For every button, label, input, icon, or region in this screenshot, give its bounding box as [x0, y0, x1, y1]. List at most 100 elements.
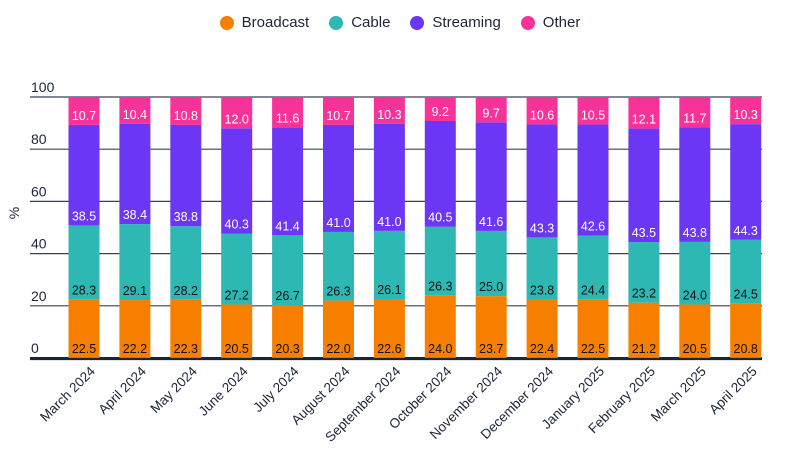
- bar-segment-cable: [323, 231, 354, 301]
- bar-stack: 21.2 23.2 43.5 12.1: [628, 97, 660, 358]
- data-label: 40.3: [225, 218, 249, 232]
- bar-segment-other: [323, 97, 354, 125]
- bar-segment-streaming: [730, 124, 762, 240]
- bar-segment-other: [373, 97, 405, 124]
- data-label: 9.7: [483, 106, 500, 120]
- data-label: 12.0: [225, 112, 249, 126]
- data-label: 24.4: [581, 283, 605, 297]
- data-label: 24.0: [683, 288, 707, 302]
- bar-segment-streaming: [475, 122, 507, 231]
- bar-segment-broadcast: [526, 299, 558, 358]
- bar-stack: 20.5 24.0 43.8 11.7: [679, 97, 711, 358]
- legend-swatch: [520, 15, 535, 30]
- bar-segment-cable: [272, 235, 304, 306]
- legend-item-broadcast: Broadcast: [219, 14, 310, 31]
- x-tick-label: June 2024: [196, 363, 252, 419]
- x-tick-label: May 2024: [147, 363, 200, 416]
- bar-segment-broadcast: [424, 295, 456, 358]
- data-label: 10.8: [174, 109, 198, 123]
- data-label: 41.0: [326, 216, 350, 230]
- data-label: 12.1: [632, 113, 656, 127]
- legend-item-other: Other: [520, 14, 581, 31]
- bar-stack: 22.3 28.2 38.8 10.8: [170, 97, 202, 358]
- bar-segment-other: [679, 97, 711, 128]
- data-label: 43.8: [683, 226, 707, 240]
- legend-swatch: [329, 15, 344, 30]
- data-label: 22.2: [123, 342, 147, 356]
- bar-segment-cable: [526, 237, 558, 300]
- data-label: 9.2: [432, 105, 449, 119]
- data-label: 41.0: [377, 215, 401, 229]
- bar-segment-cable: [679, 241, 711, 305]
- legend-label: Other: [542, 14, 581, 31]
- data-label: 41.4: [275, 219, 299, 233]
- bar-segment-broadcast: [628, 302, 660, 358]
- x-tick-label: April 2024: [95, 363, 149, 417]
- data-label: 11.6: [276, 111, 299, 125]
- bar-segment-cable: [730, 239, 762, 304]
- data-label: 28.3: [72, 283, 96, 297]
- bar-segment-streaming: [628, 128, 660, 243]
- data-label: 23.7: [479, 342, 503, 356]
- bar-stack: 22.0 26.3 41.0 10.7: [323, 97, 354, 358]
- x-tick-label: July 2024: [250, 363, 302, 415]
- legend-label: Broadcast: [241, 14, 310, 31]
- bar-segment-broadcast: [323, 300, 354, 358]
- bar-segment-streaming: [170, 124, 202, 227]
- bar-segment-broadcast: [272, 305, 304, 358]
- bar-segment-other: [68, 97, 100, 125]
- bar-segment-cable: [475, 230, 507, 297]
- data-label: 10.3: [734, 108, 758, 122]
- bar-segment-cable: [373, 230, 405, 300]
- bar-segment-streaming: [221, 128, 253, 234]
- bar-segment-cable: [628, 242, 660, 303]
- data-label: 10.7: [326, 109, 350, 123]
- data-label: 20.8: [734, 342, 758, 356]
- bar-segment-broadcast: [475, 296, 507, 358]
- data-label: 20.5: [225, 342, 249, 356]
- x-tick-label: March 2024: [37, 363, 98, 424]
- data-label: 38.8: [174, 210, 198, 224]
- legend-label: Streaming: [432, 14, 501, 31]
- bar-segment-streaming: [679, 127, 711, 242]
- data-label: 24.5: [734, 288, 758, 302]
- legend: Broadcast Cable Streaming Other: [0, 14, 800, 31]
- data-label: 41.6: [479, 215, 503, 229]
- data-label: 20.5: [683, 342, 707, 356]
- bar-segment-broadcast: [119, 300, 151, 358]
- bar-segment-broadcast: [730, 303, 762, 358]
- bar-stack: 20.5 27.2 40.3 12.0: [221, 97, 253, 358]
- y-tick-label: 20: [31, 288, 47, 304]
- legend-item-streaming: Streaming: [410, 14, 501, 31]
- bar-segment-broadcast: [221, 304, 253, 358]
- bar-segment-other: [221, 97, 253, 129]
- y-tick-label: 0: [31, 340, 39, 356]
- y-tick-label: 40: [31, 236, 47, 252]
- data-label: 26.3: [428, 279, 452, 293]
- legend-swatch: [219, 15, 234, 30]
- data-label: 22.4: [530, 342, 554, 356]
- data-label: 25.0: [479, 280, 503, 294]
- bar-stack: 22.5 24.4 42.6 10.5: [577, 97, 609, 358]
- bar-stack: 24.0 26.3 40.5 9.2: [424, 97, 456, 358]
- data-label: 28.2: [174, 284, 198, 298]
- data-label: 22.5: [581, 342, 605, 356]
- data-label: 40.5: [428, 211, 452, 225]
- y-tick-label: 80: [31, 131, 47, 147]
- bar-stack: 20.8 24.5 44.3 10.3: [730, 97, 762, 358]
- data-label: 23.2: [632, 287, 656, 301]
- bar-stack: 22.4 23.8 43.3 10.6: [526, 97, 558, 358]
- bar-segment-streaming: [272, 127, 304, 236]
- bar-segment-streaming: [424, 121, 456, 227]
- bar-segment-cable: [424, 226, 456, 296]
- data-label: 22.0: [326, 342, 350, 356]
- bar-segment-streaming: [577, 124, 609, 236]
- data-label: 38.4: [123, 208, 147, 222]
- bar-segment-cable: [119, 224, 151, 301]
- data-label: 27.2: [225, 288, 249, 302]
- data-label: 10.5: [581, 108, 605, 122]
- data-label: 26.3: [326, 285, 350, 299]
- data-label: 10.4: [123, 108, 147, 122]
- bar-segment-broadcast: [577, 299, 609, 358]
- bar-segment-other: [170, 97, 202, 125]
